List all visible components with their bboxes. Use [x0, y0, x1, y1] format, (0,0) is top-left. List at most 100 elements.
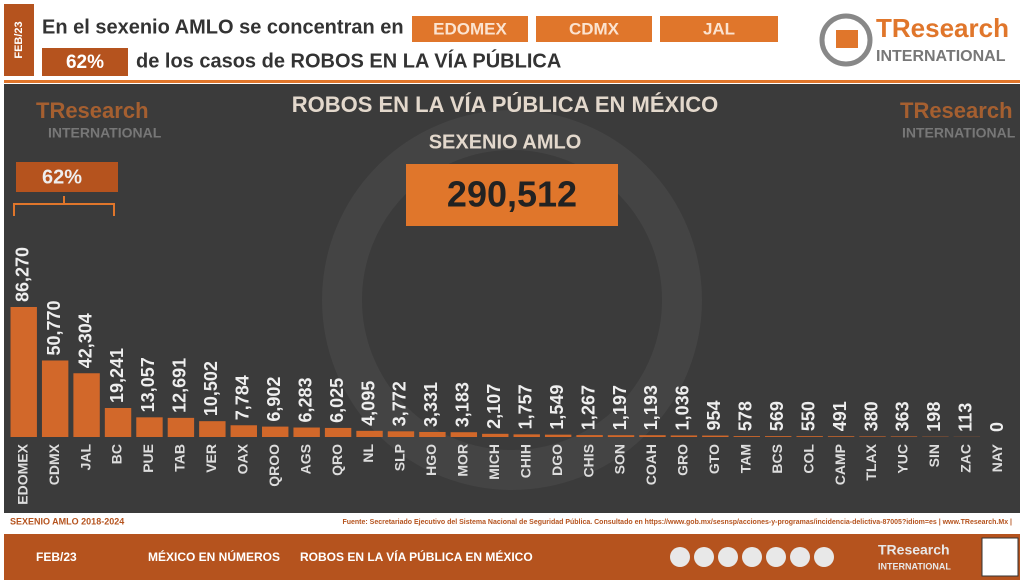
footer-source: Fuente: Secretariado Ejecutivo del Siste… — [342, 519, 1012, 526]
category-label: HGO — [423, 444, 439, 476]
bar — [104, 408, 132, 437]
category-label: PUE — [140, 444, 156, 473]
value-label: 7,784 — [233, 375, 253, 420]
bar — [513, 434, 540, 437]
header-box — [412, 16, 528, 42]
social-icon[interactable] — [766, 547, 786, 567]
category-label: YUC — [895, 444, 911, 474]
value-label: 42,304 — [75, 313, 95, 368]
value-label: 3,183 — [453, 382, 473, 427]
value-label: 550 — [798, 401, 818, 431]
category-label: BC — [109, 444, 125, 464]
value-label: 491 — [830, 401, 850, 431]
social-icon[interactable] — [670, 547, 690, 567]
bar — [607, 435, 635, 437]
value-label: 6,025 — [327, 378, 347, 423]
footer-brand: TResearch — [878, 542, 950, 558]
social-icon[interactable] — [814, 547, 834, 567]
bar — [199, 421, 226, 437]
bar — [136, 417, 163, 437]
bar — [796, 436, 823, 437]
bottom-bar — [4, 534, 1020, 580]
header-box-label: JAL — [703, 19, 735, 38]
category-label: MOR — [455, 444, 471, 477]
category-label: SON — [612, 444, 628, 474]
category-label: AGS — [297, 444, 313, 474]
value-label: 363 — [893, 401, 913, 431]
value-label: 4,095 — [358, 381, 378, 426]
value-label: 6,283 — [295, 377, 315, 422]
bar — [387, 431, 415, 437]
category-label: DGO — [549, 444, 565, 476]
watermark-sub: INTERNATIONAL — [902, 125, 1016, 141]
footer-period: SEXENIO AMLO 2018-2024 — [10, 516, 124, 526]
total-label: 290,512 — [447, 174, 577, 215]
category-label: OAX — [234, 443, 250, 474]
category-label: SLP — [392, 444, 408, 471]
watermark-brand: TResearch — [900, 98, 1013, 123]
social-icon[interactable] — [742, 547, 762, 567]
header-line2: de los casos de ROBOS EN LA VÍA PÚBLICA — [136, 48, 561, 72]
category-label: COL — [800, 444, 816, 474]
bar — [859, 436, 886, 437]
value-label: 1,267 — [578, 385, 598, 430]
bar — [10, 307, 37, 437]
footer-date: FEB/23 — [36, 550, 77, 564]
value-label: 0 — [987, 422, 1007, 432]
logo-icon — [836, 30, 858, 48]
bars: 86,270 EDOMEX 50,770 CDMX 42,304 JAL 19,241 BC 1… — [10, 247, 1007, 505]
header-box-label: EDOMEX — [433, 19, 507, 38]
share-label: 62% — [42, 166, 82, 188]
social-icon[interactable] — [790, 547, 810, 567]
category-label: CDMX — [46, 443, 62, 485]
value-label: 1,036 — [673, 385, 693, 430]
bar — [765, 436, 792, 437]
watermark-brand: TResearch — [36, 98, 149, 123]
bar — [73, 373, 100, 437]
value-label: 6,902 — [264, 377, 284, 422]
chart-subtitle: SEXENIO AMLO — [429, 131, 582, 153]
bar — [41, 360, 69, 437]
value-label: 198 — [924, 402, 944, 432]
divider — [4, 80, 1020, 83]
header-box-label: CDMX — [569, 19, 620, 38]
bar — [827, 436, 855, 437]
category-label: MICH — [486, 444, 502, 480]
value-label: 19,241 — [107, 348, 127, 403]
social-icon[interactable] — [694, 547, 714, 567]
social-icon[interactable] — [718, 547, 738, 567]
category-label: ZAC — [958, 444, 974, 473]
chart-background — [4, 84, 1020, 513]
value-label: 1,197 — [610, 385, 630, 430]
footer-topic: ROBOS EN LA VÍA PÚBLICA EN MÉXICO — [300, 549, 533, 564]
header-line1: En el sexenio AMLO se concentran en — [42, 16, 404, 38]
share-box — [42, 48, 128, 76]
bracket — [13, 196, 115, 216]
value-label: 10,502 — [201, 361, 221, 416]
bar — [576, 435, 603, 437]
category-label: QROO — [266, 444, 282, 487]
value-label: 380 — [861, 401, 881, 431]
footer-brand-sub: INTERNATIONAL — [878, 561, 951, 571]
category-label: BCS — [769, 444, 785, 474]
category-label: GTO — [706, 444, 722, 474]
header-box — [536, 16, 652, 42]
bar — [702, 435, 729, 437]
category-label: NAY — [989, 443, 1005, 472]
value-label: 13,057 — [138, 357, 158, 412]
bar — [670, 435, 698, 437]
value-label: 86,270 — [12, 247, 32, 302]
share-box — [16, 162, 118, 192]
category-label: CHIS — [580, 444, 596, 477]
total-box — [406, 164, 618, 226]
category-label: CHIH — [517, 444, 533, 478]
value-label: 3,331 — [421, 382, 441, 427]
category-label: GRO — [675, 444, 691, 476]
value-label: 1,193 — [641, 385, 661, 430]
header-box — [660, 16, 778, 42]
value-label: 50,770 — [44, 300, 64, 355]
category-label: TAM — [737, 444, 753, 473]
footer-section: MÉXICO EN NÚMEROS — [148, 549, 280, 564]
qr-code — [981, 537, 1019, 577]
